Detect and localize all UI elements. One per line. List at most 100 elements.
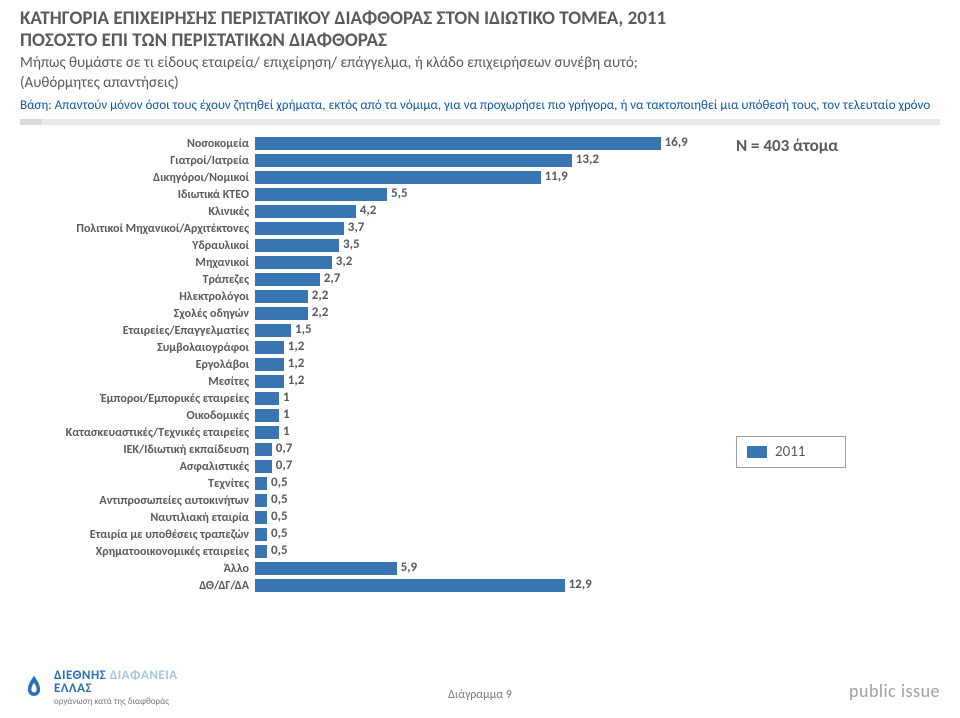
bar-area: 13,2 [255, 154, 720, 167]
bar [255, 171, 541, 184]
bar [255, 545, 267, 558]
chart-row: Άλλο5,9 [20, 560, 720, 577]
value-label: 1,2 [288, 339, 305, 354]
divider [20, 119, 940, 125]
brand-word-2: issue [901, 680, 940, 702]
bar [255, 188, 387, 201]
bar-area: 12,9 [255, 579, 720, 592]
bar [255, 375, 284, 388]
value-label: 1 [283, 407, 290, 422]
value-label: 5,5 [391, 186, 408, 201]
value-label: 13,2 [576, 152, 599, 167]
chart-row: Ασφαλιστικές0,7 [20, 458, 720, 475]
publicissue-logo: public issue [849, 680, 940, 702]
value-label: 1,2 [288, 373, 305, 388]
bar-area: 2,2 [255, 307, 720, 320]
org-line2: ΕΛΛΑΣ [54, 682, 178, 695]
value-label: 1,2 [288, 356, 305, 371]
value-label: 16,9 [665, 135, 688, 150]
title-line2: ΠΟΣΟΣΤΟ ΕΠΙ ΤΩΝ ΠΕΡΙΣΤΑΤΙΚΩΝ ΔΙΑΦΘΟΡΑΣ [20, 30, 940, 52]
value-label: 0,5 [271, 543, 288, 558]
value-label: 2,2 [312, 288, 329, 303]
org-logo: ΔΙΕΘΝΗΣ ΔΙΑΦΑΝΕΙΑ ΕΛΛΑΣ οργάνωση κατά τη… [20, 669, 178, 706]
divider-seg [42, 119, 940, 125]
bar-area: 3,5 [255, 239, 720, 252]
page-title: ΚΑΤΗΓΟΡΙΑ ΕΠΙΧΕΙΡΗΣΗΣ ΠΕΡΙΣΤΑΤΙΚΟΥ ΔΙΑΦΘ… [20, 8, 940, 52]
bar [255, 392, 279, 405]
bar [255, 256, 332, 269]
category-label: Κλινικές [20, 205, 255, 219]
bar-area: 1,2 [255, 375, 720, 388]
value-label: 0,5 [271, 509, 288, 524]
chart-row: Χρηματοοικονομικές εταιρείες 0,5 [20, 543, 720, 560]
bar-area: 1 [255, 409, 720, 422]
bar-area: 1,2 [255, 341, 720, 354]
value-label: 2,2 [312, 305, 329, 320]
bar-area: 0,5 [255, 494, 720, 507]
bar [255, 290, 308, 303]
figure-caption: Διάγραμμα 9 [448, 688, 512, 702]
category-label: Ηλεκτρολόγοι [20, 290, 255, 304]
value-label: 2,7 [324, 271, 341, 286]
legend-label: 2011 [775, 443, 805, 461]
value-label: 5,9 [401, 560, 418, 575]
chart-row: Σχολές οδηγών 2,2 [20, 305, 720, 322]
bar [255, 579, 565, 592]
bar [255, 273, 320, 286]
chart-row: Δικηγόροι/Νομικοί11,9 [20, 169, 720, 186]
category-label: Γιατροί/Ιατρεία [20, 154, 255, 168]
sample-size: N = 403 άτομα [736, 135, 916, 156]
bar-area: 2,2 [255, 290, 720, 303]
category-label: Κατασκευαστικές/Τεχνικές εταιρείες [20, 426, 255, 440]
chart-row: Υδραυλικοί3,5 [20, 237, 720, 254]
flame-icon [20, 674, 48, 702]
bar [255, 562, 397, 575]
category-label: Χρηματοοικονομικές εταιρείες [20, 545, 255, 559]
bar-area: 4,2 [255, 205, 720, 218]
value-label: 12,9 [569, 577, 592, 592]
org-line1-b: ΔΙΑΦΑΝΕΙΑ [106, 668, 177, 683]
bar [255, 409, 279, 422]
bar [255, 494, 267, 507]
bar [255, 528, 267, 541]
subtitle: Μήπως θυμάστε σε τι είδους εταιρεία/ επι… [20, 54, 940, 72]
value-label: 1 [283, 424, 290, 439]
chart-row: Έμποροι/Εμπορικές εταιρείες1 [20, 390, 720, 407]
bar-area: 0,7 [255, 443, 720, 456]
bar-area: 0,5 [255, 511, 720, 524]
bar [255, 239, 339, 252]
category-label: Τεχνίτες [20, 477, 255, 491]
chart-row: Ναυτιλιακή εταιρία0,5 [20, 509, 720, 526]
bar-area: 0,7 [255, 460, 720, 473]
brand-word-1: public [849, 680, 901, 702]
value-label: 0,5 [271, 526, 288, 541]
chart-row: Μηχανικοί3,2 [20, 254, 720, 271]
bar-area: 0,5 [255, 477, 720, 490]
bar [255, 477, 267, 490]
category-label: Συμβολαιογράφοι [20, 341, 255, 355]
category-label: Εταιρία με υποθέσεις τραπεζών [20, 528, 255, 542]
chart-row: Οικοδομικές1 [20, 407, 720, 424]
chart-row: Ηλεκτρολόγοι 2,2 [20, 288, 720, 305]
footer: ΔΙΕΘΝΗΣ ΔΙΑΦΑΝΕΙΑ ΕΛΛΑΣ οργάνωση κατά τη… [0, 668, 960, 712]
category-label: Πολιτικοί Μηχανικοί/Αρχιτέκτονες [20, 222, 255, 236]
chart-row: Τράπεζες2,7 [20, 271, 720, 288]
bar-area: 1,2 [255, 358, 720, 371]
value-label: 3,2 [336, 254, 353, 269]
bar [255, 324, 291, 337]
bar-area: 5,9 [255, 562, 720, 575]
bar [255, 137, 661, 150]
category-label: Μεσίτες [20, 375, 255, 389]
category-label: Εργολάβοι [20, 358, 255, 372]
bar-area: 1 [255, 392, 720, 405]
category-label: Ασφαλιστικές [20, 460, 255, 474]
value-label: 11,9 [545, 169, 568, 184]
category-label: Σχολές οδηγών [20, 307, 255, 321]
bar-area: 0,5 [255, 545, 720, 558]
chart-row: Συμβολαιογράφοι 1,2 [20, 339, 720, 356]
value-label: 1,5 [295, 322, 312, 337]
basis-note: Βάση: Απαντούν μόνον όσοι τους έχουν ζητ… [20, 98, 940, 114]
bar [255, 358, 284, 371]
chart-row: Αντιπροσωπείες αυτοκινήτων0,5 [20, 492, 720, 509]
chart-row: Μεσίτες 1,2 [20, 373, 720, 390]
